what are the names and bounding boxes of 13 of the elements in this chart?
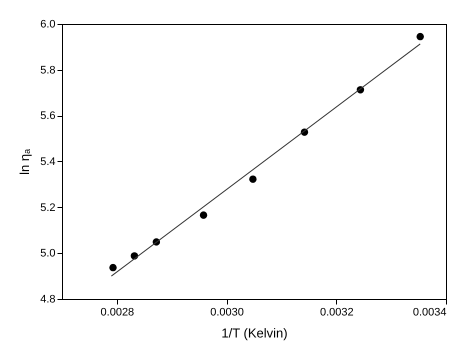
x-axis-title: 1/T (Kelvin)	[221, 326, 288, 340]
y-tick-label: 5.0	[40, 248, 56, 260]
y-tick-label: 4.8	[40, 294, 56, 306]
y-axis-title: ln ηₐ	[17, 148, 32, 175]
x-tick-label: 0.0030	[210, 306, 244, 318]
y-tick-label: 5.6	[40, 110, 56, 122]
y-tick-label: 5.4	[40, 156, 56, 168]
y-tick-label: 5.8	[40, 64, 56, 76]
y-tick-label: 5.2	[40, 202, 56, 214]
y-tick-label: 6.0	[40, 18, 56, 30]
x-tick-label: 0.0028	[100, 306, 134, 318]
x-tick-label: 0.0032	[320, 306, 354, 318]
x-tick-label: 0.0034	[412, 306, 446, 318]
